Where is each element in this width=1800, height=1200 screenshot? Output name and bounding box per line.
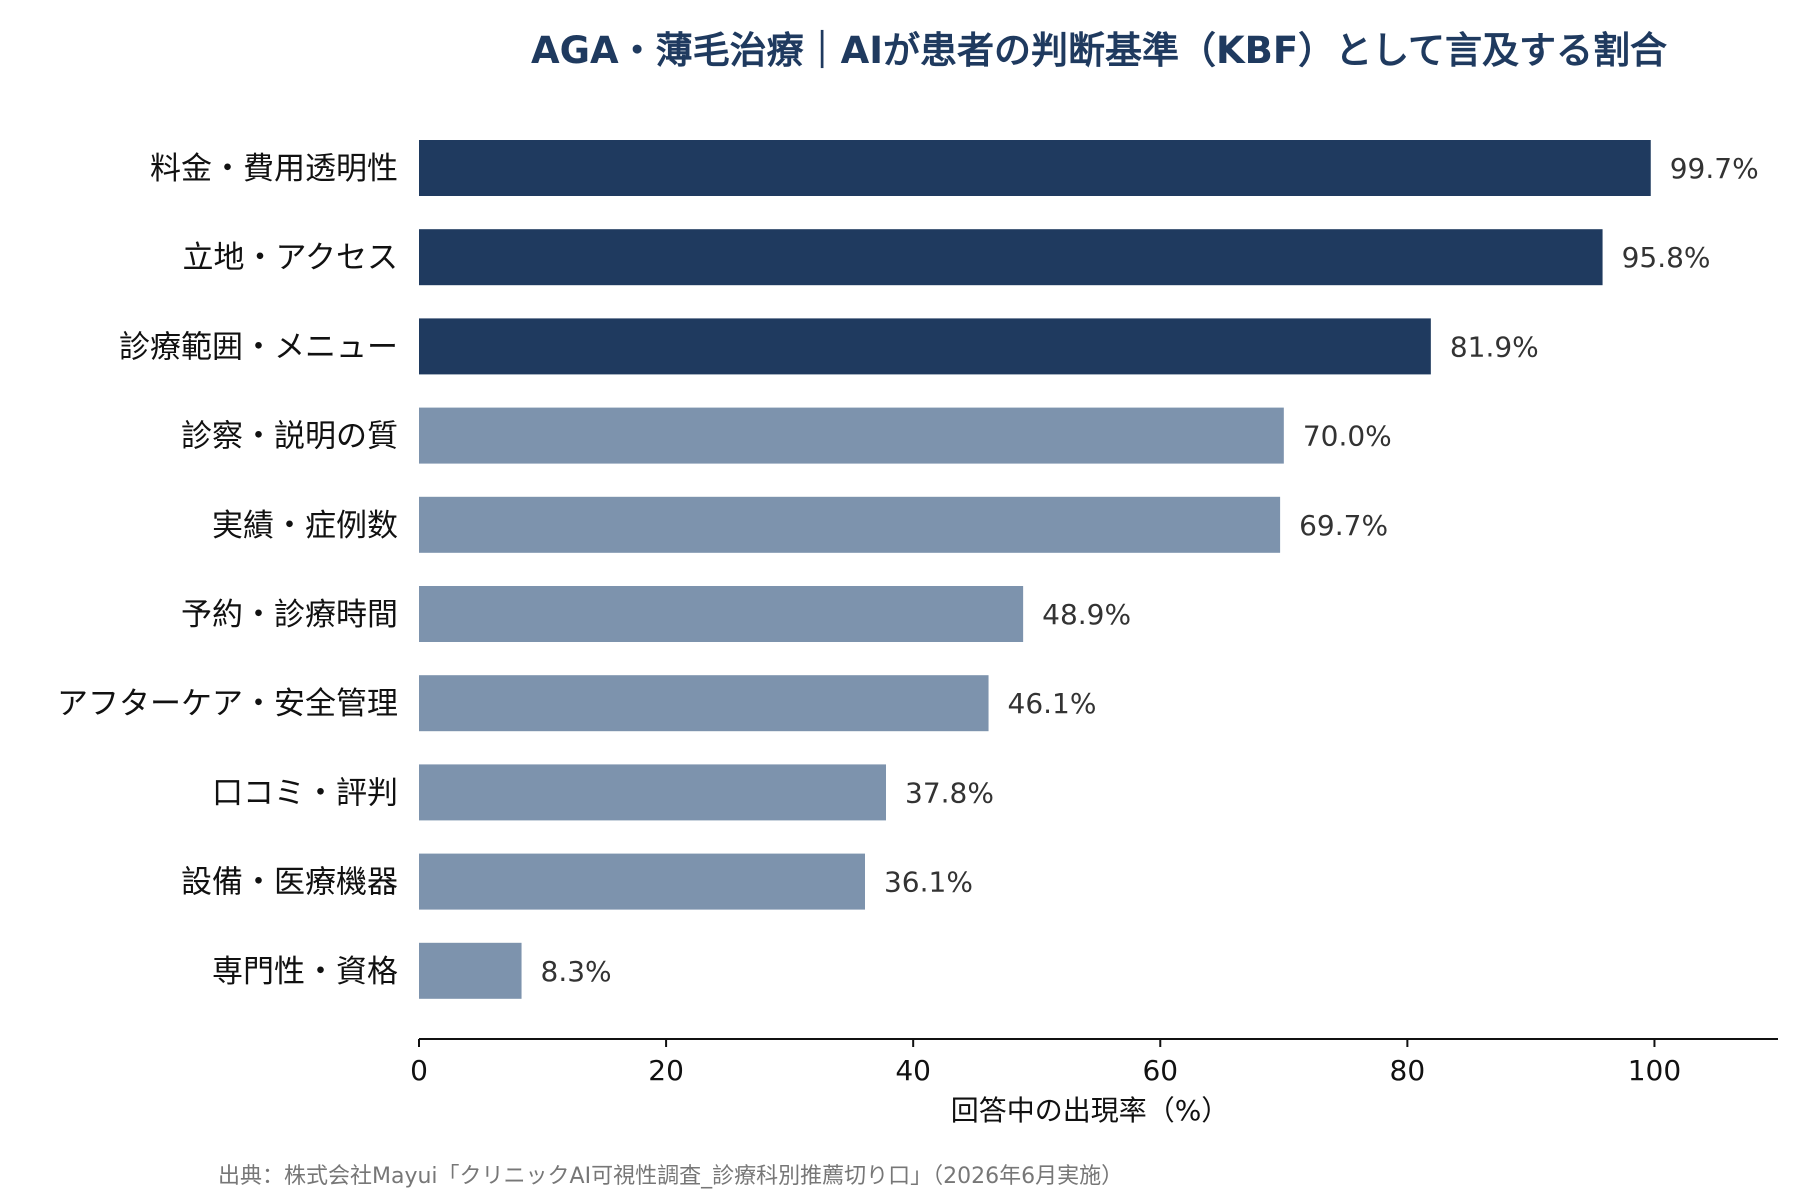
x-tick-label: 20 — [648, 1054, 684, 1087]
category-label: 予約・診療時間 — [181, 597, 398, 633]
category-label: 口コミ・評判 — [212, 775, 398, 811]
bar — [419, 407, 1284, 464]
x-tick-label: 60 — [1142, 1054, 1178, 1087]
bar — [419, 229, 1603, 286]
x-axis-title: 回答中の出現率（%） — [951, 1094, 1230, 1127]
bar — [419, 853, 865, 910]
bar — [419, 942, 522, 999]
bar — [419, 496, 1281, 553]
bar — [419, 764, 887, 821]
category-label: アフターケア・安全管理 — [57, 686, 398, 722]
category-label: 専門性・資格 — [212, 954, 398, 990]
value-label: 81.9% — [1450, 330, 1539, 363]
bars-layer: 料金・費用透明性 99.7% 立地・アクセス 95.8% 診療範囲・メニュー 81.9% 診… — [57, 140, 1759, 999]
category-label: 実績・症例数 — [212, 508, 398, 544]
value-label: 36.1% — [884, 866, 973, 899]
x-tick-label: 40 — [895, 1054, 931, 1087]
x-tick-label: 80 — [1390, 1054, 1426, 1087]
category-label: 立地・アクセス — [183, 240, 398, 276]
value-label: 70.0% — [1303, 420, 1392, 453]
value-label: 37.8% — [905, 776, 994, 809]
category-label: 診療範囲・メニュー — [119, 329, 398, 365]
bar — [419, 318, 1431, 375]
value-label: 95.8% — [1622, 241, 1711, 274]
x-axis: 0 20 40 60 80 100 — [410, 1038, 1778, 1087]
x-tick-label: 0 — [410, 1054, 428, 1087]
value-label: 48.9% — [1042, 598, 1131, 631]
bar — [419, 586, 1024, 642]
bar — [419, 675, 989, 732]
x-tick-label: 100 — [1628, 1054, 1681, 1087]
value-label: 69.7% — [1299, 509, 1388, 542]
category-label: 料金・費用透明性 — [150, 151, 398, 187]
source-note: 出典：株式会社Mayui「クリニックAI可視性調査_診療科別推薦切り口」（202… — [218, 1164, 1124, 1189]
bar — [419, 140, 1651, 196]
category-label: 設備・医療機器 — [181, 865, 398, 901]
value-label: 8.3% — [541, 955, 612, 988]
category-label: 診察・説明の質 — [181, 419, 398, 455]
chart-title: AGA・薄毛治療｜AIが患者の判断基準（KBF）として言及する割合 — [530, 29, 1668, 72]
value-label: 99.7% — [1670, 152, 1759, 185]
value-label: 46.1% — [1008, 687, 1097, 720]
